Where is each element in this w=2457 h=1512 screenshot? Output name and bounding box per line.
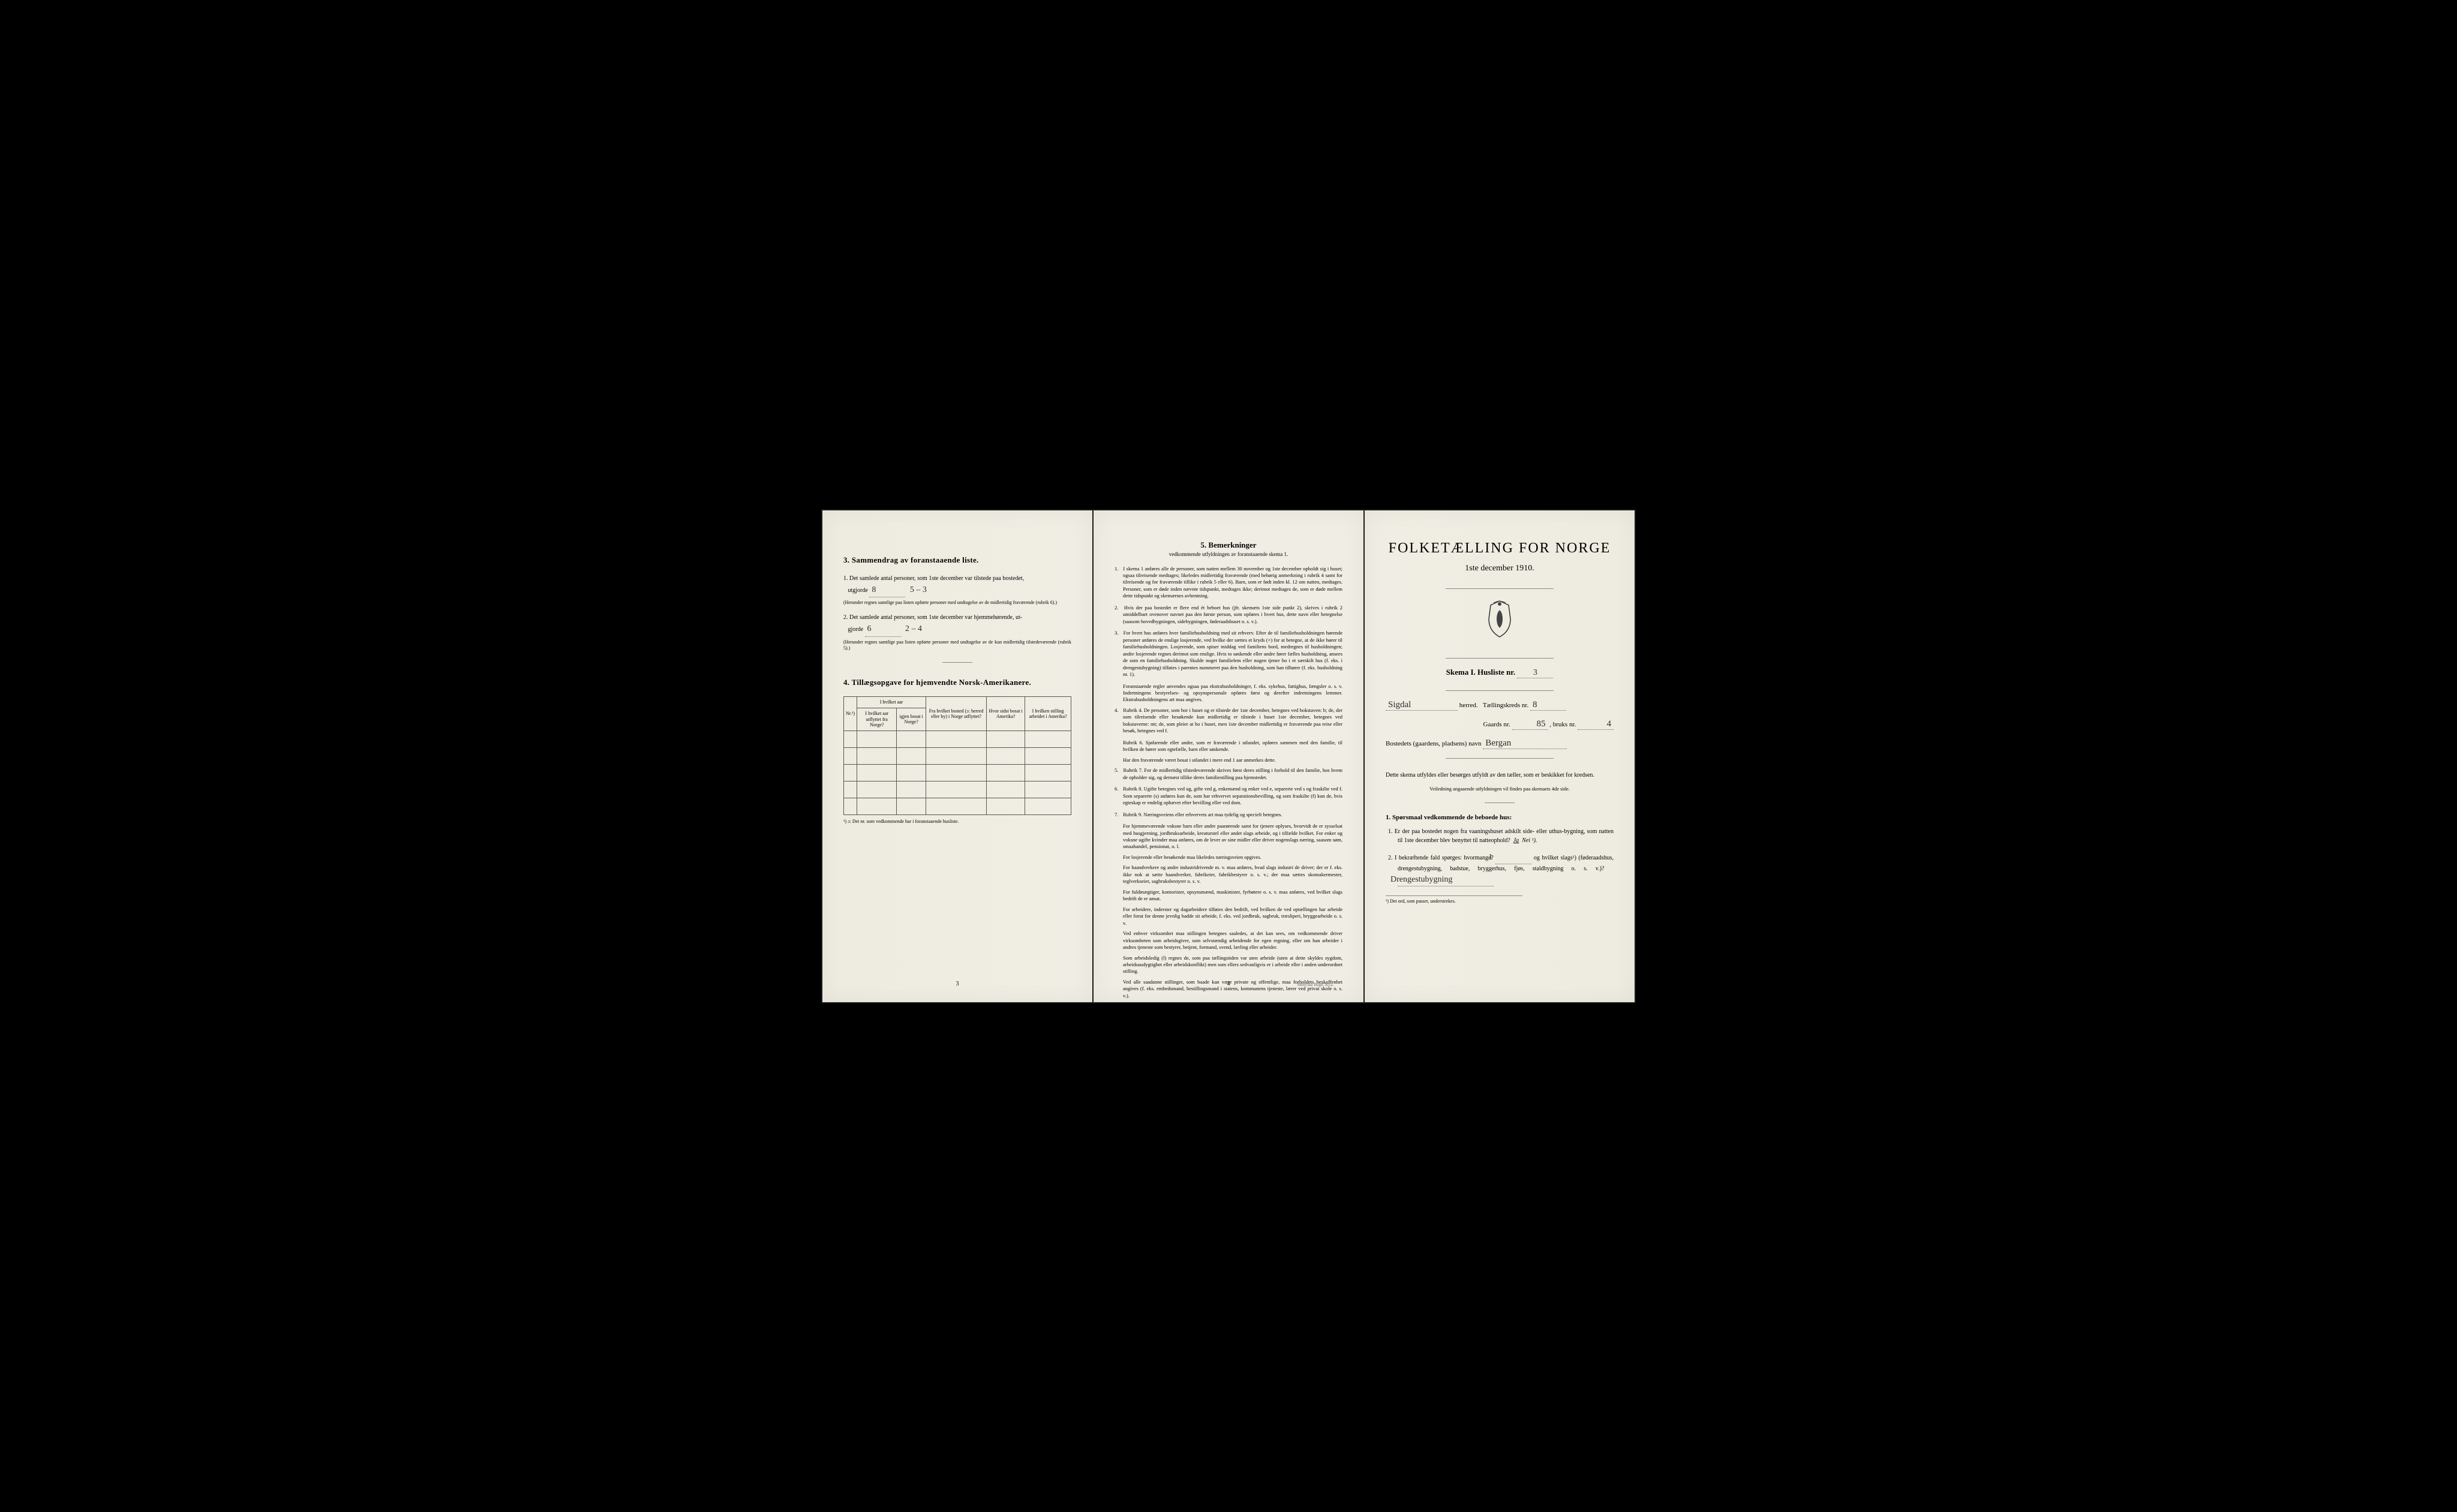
herred-line: Sigdal herred. Tællingskreds nr. 8	[1386, 700, 1614, 711]
q1-ja: Ja	[1513, 837, 1519, 844]
bruk-label: , bruks nr.	[1549, 721, 1576, 728]
divider	[1446, 690, 1554, 691]
item-1-label: utgjorde	[848, 587, 868, 594]
remark-sub-item: Ved enhver virksomhet maa stillingen bet…	[1115, 930, 1342, 951]
th-aar: I hvilket aar	[857, 697, 926, 708]
q2-text: 2. I bekræftende fald spørges: hvormange…	[1388, 855, 1494, 861]
divider	[1446, 588, 1554, 589]
remark-sub-item: Foranstaænde regler anvendes ogsaa paa e…	[1115, 683, 1342, 704]
main-title: FOLKETÆLLING FOR NORGE	[1386, 540, 1614, 557]
item-2-num: 2.	[843, 614, 848, 621]
bosted-line: Bostedets (gaardens, pladsens) navn Berg…	[1386, 738, 1614, 749]
table-row	[844, 764, 1071, 781]
item-2-orig: 6	[865, 623, 901, 636]
skema-value: 3	[1517, 668, 1553, 678]
th-nr: Nr.¹)	[844, 697, 857, 731]
item-1: 1. Det samlede antal personer, som 1ste …	[843, 574, 1071, 606]
gaard-value: 85	[1512, 719, 1548, 730]
th-igjen: igjen bosat i Norge?	[897, 708, 926, 731]
table-footnote: ¹) ɔ: Det nr. som vedkommende har i fora…	[843, 819, 1071, 824]
instruction: Dette skema utfyldes eller besørges utfy…	[1386, 771, 1614, 780]
page-4: 5. Bemerkninger vedkommende utfyldningen…	[1094, 510, 1363, 1002]
remark-sub-item: Lever man hovedsagelig av formue, pensio…	[1115, 1003, 1342, 1017]
th-amerika: Hvor sidst bosat i Amerika?	[987, 697, 1025, 731]
item-2: 2. Det samlede antal personer, som 1ste …	[843, 613, 1071, 651]
page-number-3: 3	[956, 981, 959, 987]
remark-item: 3. For hvert hus anføres hver familiehus…	[1115, 630, 1342, 678]
item-1-orig: 8	[869, 584, 905, 597]
remarks-list: 1. I skema 1 anføres alle de personer, s…	[1115, 566, 1342, 1045]
item-1-num: 1.	[843, 575, 848, 582]
item-2-label: gjorde	[848, 626, 864, 633]
remark-item: 6. Rubrik 8. Ugifte betegnes ved ug, gif…	[1115, 786, 1342, 806]
item-2-text: Det samlede antal personer, som 1ste dec…	[849, 614, 1022, 621]
page-number-4: 4	[1227, 981, 1230, 987]
instruction-small: Veiledning angaaende utfyldningen vil fi…	[1386, 786, 1614, 792]
section-5-title: 5. Bemerkninger	[1115, 540, 1342, 550]
table-body	[844, 731, 1071, 814]
item-2-note: (Herunder regnes samtlige paa listen opf…	[843, 639, 1071, 652]
herred-label: herred.	[1459, 702, 1478, 709]
remark-sub-item: For fuldmægtiger, kontorister, opsynsmæn…	[1115, 889, 1342, 903]
gaard-label: Gaards nr.	[1483, 721, 1510, 728]
divider	[1446, 658, 1554, 659]
question-1: 1. Er der paa bostedet nogen fra vaaning…	[1386, 827, 1614, 845]
item-1-text: Det samlede antal personer, som 1ste dec…	[849, 575, 1024, 582]
norsk-amerikanere-table: Nr.¹) I hvilket aar Fra hvilket bosted (…	[843, 696, 1071, 814]
th-bosted: Fra hvilket bosted (ɔ: herred eller by) …	[926, 697, 986, 731]
document-spread: 3. Sammendrag av foranstaaende liste. 1.…	[821, 509, 1636, 1003]
divider	[1485, 802, 1515, 803]
divider	[1446, 758, 1554, 759]
section-5-subtitle: vedkommende utfyldningen av foranstaaend…	[1115, 551, 1342, 557]
kreds-label: Tællingskreds nr.	[1483, 702, 1528, 709]
divider	[942, 662, 972, 663]
remark-sub-item: Ved forhenværende næringsdrivende, embed…	[1115, 1020, 1342, 1027]
kreds-value: 8	[1530, 700, 1566, 711]
q2-answer: Drengestubygning	[1398, 873, 1494, 886]
bruk-value: 4	[1578, 719, 1614, 730]
remark-item: 8. Rubrik 14. Sinker og lignende aandssl…	[1115, 1031, 1342, 1045]
bosted-value: Bergan	[1483, 738, 1567, 749]
table-row	[844, 781, 1071, 798]
remark-sub-item: Rubrik 6. Sjøfarende eller andre, som er…	[1115, 740, 1342, 753]
remark-item: 7. Rubrik 9. Næringsveiens eller erhverv…	[1115, 811, 1342, 818]
q1-text: 1. Er der paa bostedet nogen fra vaaning…	[1388, 828, 1614, 844]
question-2: 2. I bekræftende fald spørges: hvormange…	[1386, 851, 1614, 886]
remark-sub-item: For losjerende eller besøkende maa likel…	[1115, 854, 1342, 861]
th-utflyttet: I hvilket aar utflyttet fra Norge?	[857, 708, 897, 731]
table-row	[844, 798, 1071, 814]
remark-sub-item: For hjemmeværende voksne barn eller andr…	[1115, 823, 1342, 850]
page-title-page: FOLKETÆLLING FOR NORGE 1ste december 191…	[1365, 510, 1635, 1002]
subtitle: 1ste december 1910.	[1386, 564, 1614, 573]
th-stilling: I hvilken stilling arbeidet i Amerika?	[1025, 697, 1071, 731]
bosted-label: Bostedets (gaardens, pladsens) navn	[1386, 740, 1481, 747]
coat-of-arms-icon	[1386, 598, 1614, 643]
remark-item: 4. Rubrik 4. De personer, som bor i huse…	[1115, 707, 1342, 735]
section-4-title: 4. Tillægsopgave for hjemvendte Norsk-Am…	[843, 678, 1071, 687]
remark-sub-item: For arbeidere, inderster og dagarbeidere…	[1115, 906, 1342, 927]
footnote: ¹) Det ord, som passer, understrekes.	[1386, 895, 1522, 904]
q1-nei: Nei ¹).	[1522, 837, 1537, 844]
remark-sub-item: Har den fraværende været bosat i utlande…	[1115, 757, 1342, 763]
item-1-corr: 5 – 3	[910, 585, 927, 594]
section-3-title: 3. Sammendrag av foranstaaende liste.	[843, 555, 1071, 565]
remark-item: 5. Rubrik 7. For de midlertidig tilstede…	[1115, 767, 1342, 781]
table-row	[844, 747, 1071, 764]
question-header: 1. Spørsmaal vedkommende de beboede hus:	[1386, 814, 1614, 821]
remark-sub-item: For haandverkere og andre industridriven…	[1115, 864, 1342, 885]
page-3: 3. Sammendrag av foranstaaende liste. 1.…	[822, 510, 1092, 1002]
skema-label: Skema I. Husliste nr.	[1446, 668, 1515, 677]
q2-value: 1	[1495, 851, 1531, 864]
remark-item: 2. Hvis der paa bostedet er flere end ét…	[1115, 605, 1342, 625]
herred-value: Sigdal	[1386, 700, 1458, 711]
remark-item: 1. I skema 1 anføres alle de personer, s…	[1115, 566, 1342, 600]
item-1-note: (Herunder regnes samtlige paa listen opf…	[843, 600, 1071, 606]
remark-sub-item: Som arbeidsledig (l) regnes de, som paa …	[1115, 955, 1342, 975]
printer-mark: Steen'ske Bogtr. Kr.a.	[1297, 982, 1333, 987]
item-2-corr: 2 – 4	[905, 624, 922, 633]
table-row	[844, 731, 1071, 747]
gaard-line: Gaards nr. 85 , bruks nr. 4	[1386, 719, 1614, 730]
skema-line: Skema I. Husliste nr. 3	[1386, 668, 1614, 678]
